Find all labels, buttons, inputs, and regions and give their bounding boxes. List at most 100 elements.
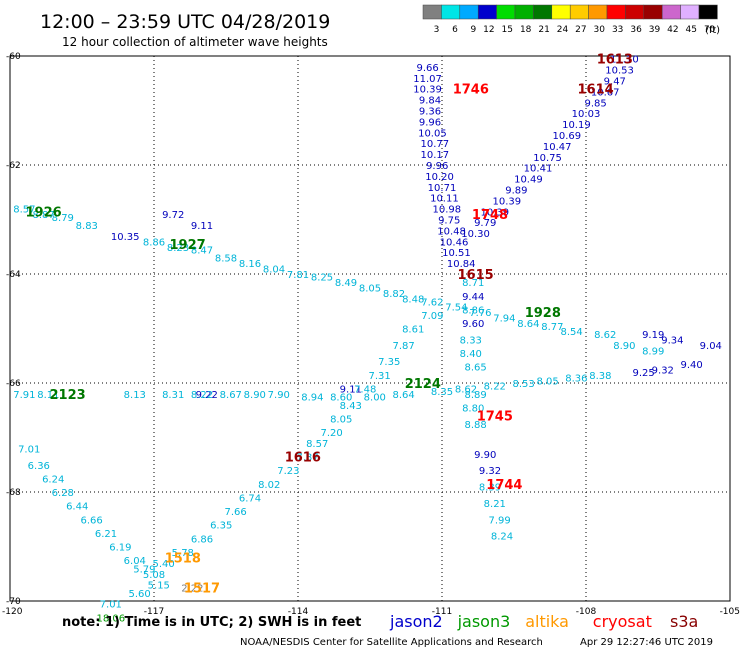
- wave-height-value: 8.67: [220, 390, 242, 401]
- wave-height-value: 8.05: [330, 414, 352, 425]
- legend-bin-label: 30: [594, 25, 606, 35]
- wave-height-value: 8.88: [464, 420, 486, 431]
- pass-time-label: 1926: [26, 205, 62, 220]
- wave-height-value: 10.41: [524, 164, 553, 175]
- wave-height-value: 8.57: [306, 439, 328, 450]
- pass-time-label: 2123: [50, 388, 86, 403]
- wave-height-value: 7.87: [392, 341, 414, 352]
- pass-time-label: 1615: [458, 268, 494, 283]
- legend-swatch: [533, 4, 553, 20]
- legend-bin-label: 24: [557, 25, 569, 35]
- legend-swatch: [661, 4, 681, 20]
- wave-height-value: 8.36: [565, 374, 587, 385]
- wave-height-value: 9.32: [479, 466, 501, 477]
- wave-height-value: 8.83: [76, 221, 98, 232]
- wave-height-value: 6.86: [191, 534, 213, 545]
- satellite-legend-item: cryosat: [593, 612, 652, 631]
- wave-height-value: 6.66: [80, 515, 102, 526]
- wave-height-value: 8.23: [167, 243, 189, 254]
- wave-height-value: 7.20: [320, 428, 342, 439]
- wave-height-value: 8.82: [383, 289, 405, 300]
- legend-swatch: [496, 4, 516, 20]
- wave-height-value: 8.62: [455, 384, 477, 395]
- wave-height-value: 6.36: [28, 461, 50, 472]
- legend-bin-label: 33: [612, 25, 623, 35]
- wave-height-value: 6.28: [52, 488, 74, 499]
- legend-bin-label: 36: [630, 25, 642, 35]
- legend-swatch: [441, 4, 461, 20]
- wave-height-value: 9.75: [438, 216, 460, 227]
- wave-height-value: 8.25: [311, 273, 333, 284]
- wave-height-value: 8.86: [143, 237, 165, 248]
- wave-height-value: 7.91: [13, 390, 35, 401]
- wave-height-value: 10.30: [461, 229, 490, 240]
- wave-height-value: 9.84: [419, 96, 441, 107]
- wave-height-value: 10.49: [514, 175, 543, 186]
- pass-time-label: 1748: [472, 208, 508, 223]
- wave-height-value: 10.53: [605, 66, 634, 77]
- wave-height-value: 8.04: [263, 265, 285, 276]
- wave-height-value: 10.77: [420, 139, 449, 150]
- wave-height-value: 8.40: [460, 349, 482, 360]
- wave-height-value: 7.76: [469, 308, 491, 319]
- legend-swatch: [588, 4, 608, 20]
- pass-time-label: 1517: [184, 581, 220, 596]
- longitude-label: -120: [2, 607, 23, 617]
- wave-height-value: 8.24: [491, 532, 513, 543]
- wave-height-value: 10.39: [413, 85, 442, 96]
- wave-height-value: 8.64: [517, 319, 539, 330]
- legend-swatch: [625, 4, 645, 20]
- legend-bin-label: 70: [704, 25, 716, 35]
- legend-bin-label: 45: [686, 25, 697, 35]
- wave-height-value: 7.23: [277, 466, 299, 477]
- wave-height-value: 8.99: [642, 346, 664, 357]
- wave-height-value: 10.11: [430, 194, 459, 205]
- wave-height-value: 6.04: [124, 556, 146, 567]
- satellite-legend: jason2 jason3 altika cryosat s3a: [389, 612, 698, 631]
- legend-swatch: [606, 4, 626, 20]
- wave-height-value: 5.79: [133, 564, 155, 575]
- pass-time-label: 1928: [525, 306, 561, 321]
- wave-height-value: 7.31: [368, 371, 390, 382]
- longitude-label: -117: [144, 607, 164, 617]
- legend-bin-label: 39: [649, 25, 661, 35]
- wave-height-value: 8.57: [13, 205, 35, 216]
- wave-height-value: 8.62: [594, 330, 616, 341]
- wave-height-value: 9.25: [632, 368, 654, 379]
- wave-height-value: 8.94: [301, 393, 323, 404]
- legend-unit: (ft): [705, 25, 720, 36]
- wave-height-value: 10.48: [437, 226, 466, 237]
- wave-height-value: 10.71: [428, 183, 457, 194]
- wave-height-value: 8.87: [32, 210, 54, 221]
- wave-height-value: 9.34: [661, 335, 683, 346]
- legend-swatch: [680, 4, 700, 20]
- wave-height-value: 8.43: [340, 401, 362, 412]
- wave-height-value: 10.17: [420, 150, 449, 161]
- wave-height-value: 9.40: [680, 360, 702, 371]
- wave-height-value: 10.84: [447, 259, 476, 270]
- legend-swatch: [643, 4, 663, 20]
- wave-height-value: 10.46: [440, 237, 469, 248]
- wave-height-value: 10.75: [533, 153, 562, 164]
- wave-height-value: 7.37: [296, 453, 318, 464]
- satellite-legend-item: altika: [525, 612, 569, 631]
- wave-height-value: 7.99: [488, 515, 510, 526]
- legend-swatch: [459, 4, 479, 20]
- pass-time-label: 1614: [578, 83, 614, 98]
- wave-height-value: 8.58: [215, 254, 237, 265]
- wave-height-value: 9.90: [474, 450, 496, 461]
- satellite-legend-item: jason2: [389, 612, 443, 631]
- wave-height-value: 7.62: [421, 297, 443, 308]
- wave-height-value: 10.05: [418, 128, 447, 139]
- wave-height-value: 2.22: [181, 583, 203, 594]
- wave-height-value: 5.78: [172, 548, 194, 559]
- wave-height-value: 10.51: [442, 248, 471, 259]
- latitude-label: -66: [6, 379, 21, 389]
- wave-height-value: 9.89: [505, 186, 527, 197]
- wave-height-value: 8.21: [484, 499, 506, 510]
- wave-height-value: 9.36: [419, 107, 441, 118]
- wave-height-value: 8.02: [258, 480, 280, 491]
- wave-height-value: 9.04: [700, 341, 722, 352]
- wave-height-value: 8.49: [335, 278, 357, 289]
- wave-height-value: 5.60: [128, 589, 150, 600]
